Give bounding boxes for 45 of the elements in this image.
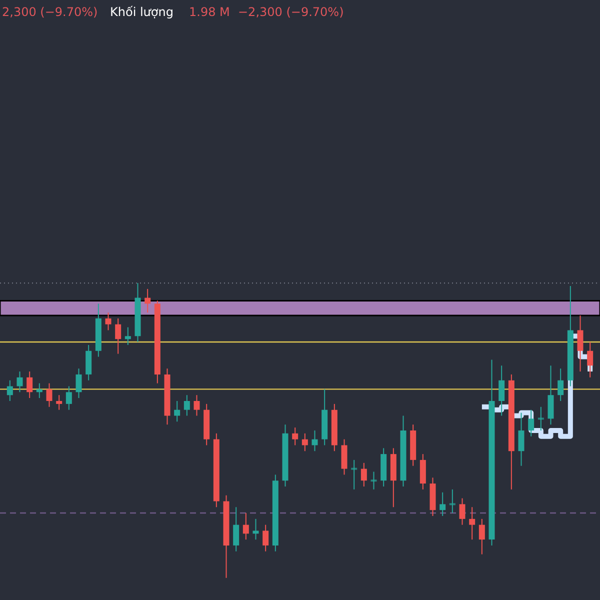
candlestick (312, 430, 318, 452)
candlestick (469, 506, 476, 540)
candlestick (174, 400, 180, 422)
candlestick (558, 368, 564, 402)
candlestick (548, 365, 554, 426)
text: 1.98 M (189, 5, 230, 19)
candlestick (420, 454, 426, 490)
candlestick (528, 409, 534, 437)
candlestick (498, 365, 505, 416)
candlestick (370, 471, 377, 490)
candlestick (518, 412, 524, 466)
candlestick (6, 380, 13, 402)
candlestick (66, 386, 72, 410)
candlestick (292, 427, 298, 446)
candlestick (36, 382, 42, 399)
candlestick (184, 394, 190, 416)
candlestick (459, 498, 466, 526)
candlestick (115, 318, 122, 354)
candlestick (360, 462, 367, 487)
candlestick (76, 368, 82, 399)
candlestick (302, 432, 308, 452)
candlestick (144, 288, 151, 314)
candlestick (587, 342, 594, 378)
text: 2,300 (−9.70%) (2, 5, 98, 19)
candlestick (16, 371, 23, 393)
candlestick (233, 506, 240, 552)
candlestick (86, 344, 92, 381)
candlestick (449, 488, 456, 514)
text: Khối lượng (110, 5, 174, 19)
candlestick (577, 314, 584, 372)
candlestick (478, 518, 485, 555)
candlestick (26, 371, 33, 399)
candlestick (124, 326, 131, 346)
text: −2,300 (−9.70%) (238, 5, 344, 19)
candlestick (262, 524, 269, 552)
candlestick (105, 312, 112, 331)
candlestick (46, 382, 52, 408)
candlestick (538, 406, 544, 431)
candlestick (341, 438, 348, 476)
candlestick (194, 394, 200, 416)
candlestick (351, 459, 358, 490)
candlestick (440, 492, 446, 516)
candlestick (56, 394, 62, 410)
candlestick (252, 518, 259, 540)
candlestick (242, 512, 249, 540)
